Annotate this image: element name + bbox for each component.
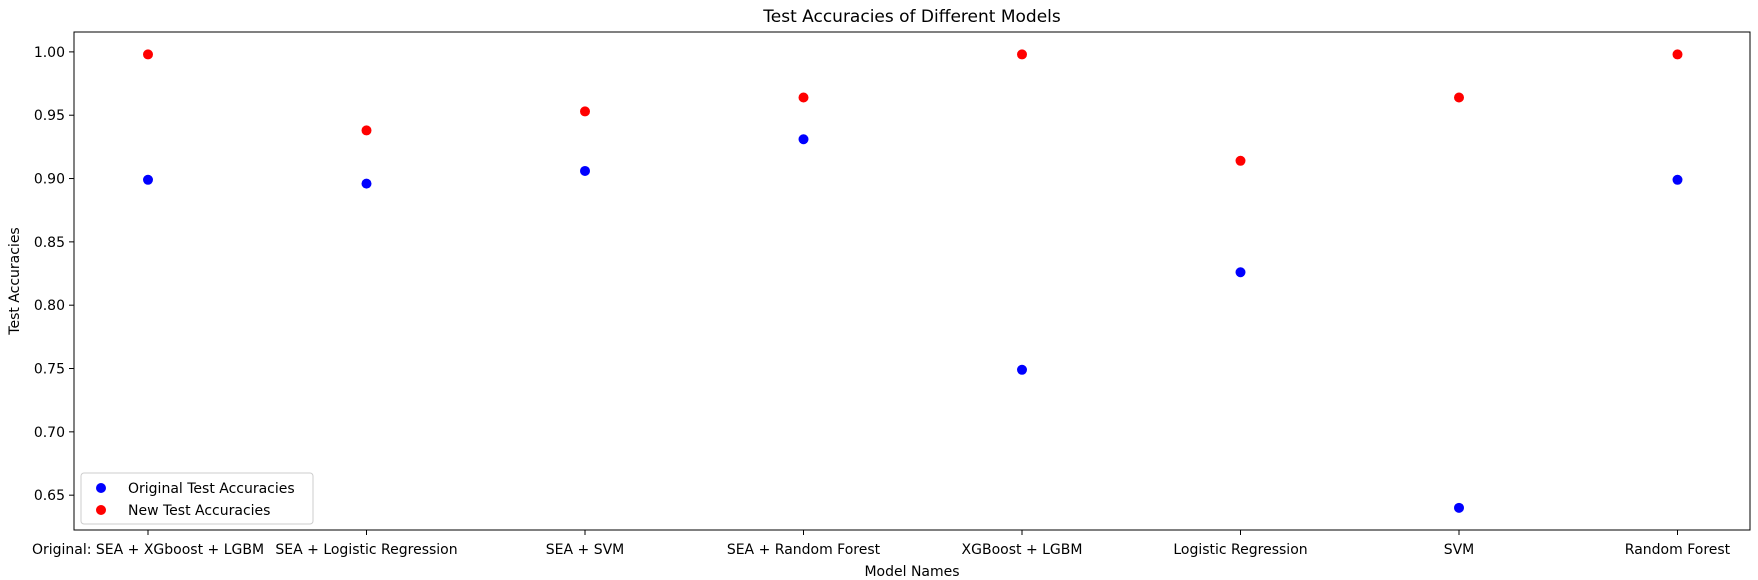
data-point-original [1017, 364, 1027, 375]
data-point-new [1672, 49, 1683, 60]
data-point-new [1454, 92, 1464, 103]
data-point-original [361, 178, 372, 189]
legend-marker [96, 505, 106, 515]
legend-marker [96, 483, 106, 493]
data-points [143, 49, 1683, 513]
y-tick-label: 0.80 [34, 298, 65, 314]
data-point-new [1017, 49, 1027, 60]
y-tick-label: 0.95 [34, 108, 65, 124]
legend: Original Test Accuracies New Test Accurac… [80, 472, 314, 525]
legend-label: Original Test Accuracies [128, 481, 295, 497]
legend-frame [80, 472, 314, 525]
x-axis: Original: SEA + XGboost + LGBM SEA + Logi… [32, 530, 1731, 558]
data-point-original [1235, 267, 1246, 278]
data-point-original [143, 174, 153, 185]
y-axis-label: Test Accuracies [7, 227, 23, 335]
x-tick-label: SEA + SVM [546, 542, 624, 558]
x-tick-label: SVM [1444, 542, 1475, 558]
y-tick-label: 0.90 [34, 172, 65, 188]
legend-label: New Test Accuracies [128, 503, 270, 519]
x-tick-label: Original: SEA + XGboost + LGBM [32, 542, 264, 558]
plot-area [73, 31, 1751, 531]
x-tick-label: Random Forest [1625, 542, 1731, 558]
y-tick-label: 0.85 [34, 235, 65, 251]
data-point-new [1235, 155, 1246, 166]
data-point-original [580, 165, 590, 176]
x-tick-label: XGBoost + LGBM [962, 542, 1083, 558]
y-tick-label: 0.70 [34, 425, 65, 441]
data-point-new [143, 49, 153, 60]
y-tick-label: 1.00 [34, 45, 65, 61]
data-point-new [580, 106, 590, 117]
y-axis: 0.65 0.70 0.75 0.80 0.85 0.90 0.95 1.00 [34, 45, 74, 504]
data-point-new [361, 125, 372, 136]
y-tick-label: 0.65 [34, 488, 65, 504]
data-point-original [1454, 502, 1464, 513]
chart-title: Test Accuracies of Different Models [762, 7, 1061, 27]
x-axis-label: Model Names [864, 564, 959, 580]
data-point-original [798, 134, 809, 145]
data-point-original [1672, 174, 1683, 185]
x-tick-label: SEA + Random Forest [727, 542, 881, 558]
y-tick-label: 0.75 [34, 362, 65, 378]
data-point-new [798, 92, 809, 103]
x-tick-label: SEA + Logistic Regression [275, 542, 457, 558]
x-tick-label: Logistic Regression [1173, 542, 1307, 558]
